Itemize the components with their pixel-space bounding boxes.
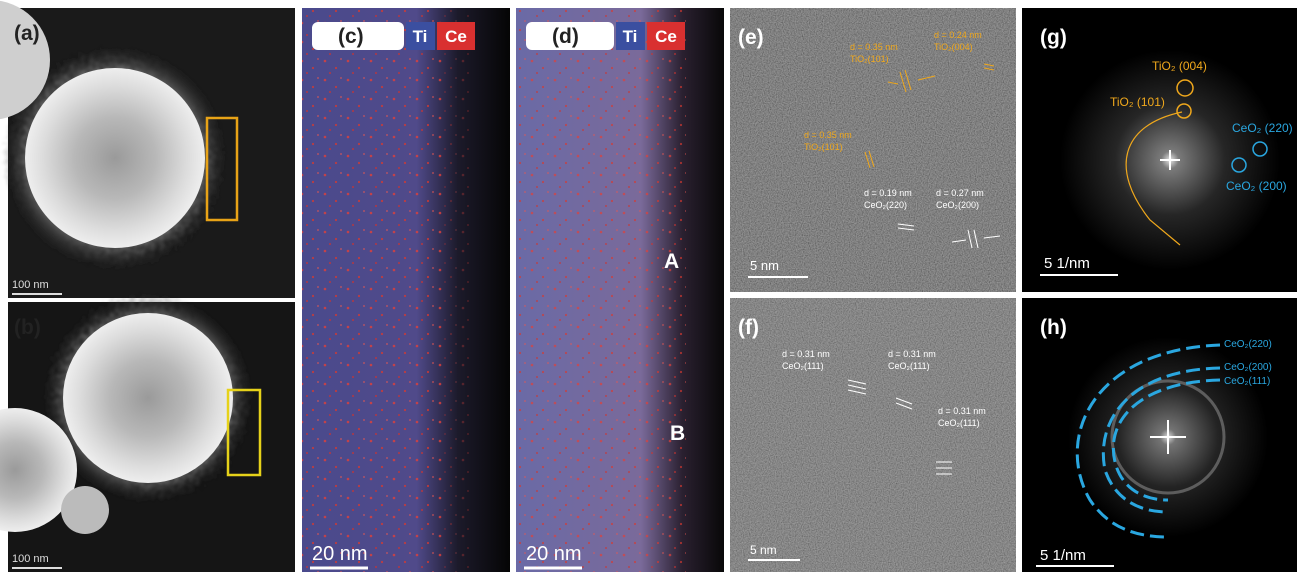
- figure: (a) 100 nm (b) 100 nm Ti Ce (c) 20 nm Ti…: [0, 0, 1303, 575]
- d-spacing: d = 0.19 nm: [864, 188, 912, 198]
- d-spacing: d = 0.31 nm: [782, 349, 830, 359]
- d-spacing: d = 0.24 nm: [934, 30, 982, 40]
- lattice-plane: TiO₂(004): [934, 42, 973, 52]
- panel-label: (f): [738, 316, 759, 339]
- panel-label: (d): [552, 25, 579, 48]
- panel-label: (e): [738, 26, 764, 49]
- panel-h: (h) CeO₂(220) CeO₂(200) CeO₂(111) 5 1/nm: [1022, 298, 1297, 572]
- spot-label: CeO₂ (220): [1232, 121, 1293, 135]
- scale-bar-label: 5 1/nm: [1040, 547, 1086, 564]
- lattice-plane: CeO₂(111): [888, 361, 930, 371]
- d-spacing: d = 0.35 nm: [804, 130, 852, 140]
- spot-label: TiO₂ (101): [1110, 95, 1165, 109]
- scale-bar-label: 20 nm: [312, 543, 368, 565]
- lattice-plane: TiO₂(101): [804, 142, 843, 152]
- ring-label: CeO₂(200): [1224, 362, 1272, 373]
- scale-bar-label: 100 nm: [12, 553, 49, 565]
- legend-label: Ti: [623, 27, 638, 46]
- lattice-plane: CeO₂(200): [936, 200, 979, 210]
- lattice-plane: CeO₂(220): [864, 200, 907, 210]
- panel-f: (f) d = 0.31 nm CeO₂(111) d = 0.31 nm Ce…: [730, 298, 1016, 572]
- d-spacing: d = 0.27 nm: [936, 188, 984, 198]
- lattice-plane: TiO₂(101): [850, 54, 889, 64]
- panel-d: Ti Ce (d) A B 20 nm: [516, 8, 724, 572]
- panel-label: (a): [14, 22, 40, 45]
- scale-bar-label: 5 1/nm: [1044, 255, 1090, 272]
- scale-bar-label: 20 nm: [526, 543, 582, 565]
- ring-label: CeO₂(111): [1224, 376, 1270, 387]
- d-spacing: d = 0.31 nm: [938, 406, 986, 416]
- region-label: B: [670, 422, 685, 445]
- legend-label: Ce: [445, 27, 467, 46]
- panel-label: (h): [1040, 316, 1067, 339]
- lattice-plane: CeO₂(111): [938, 418, 980, 428]
- legend-label: Ce: [655, 27, 677, 46]
- panel-a: (a) 100 nm: [0, 0, 295, 298]
- spot-label: TiO₂ (004): [1152, 59, 1207, 73]
- panel-label: (g): [1040, 26, 1067, 49]
- panel-c: Ti Ce (c) 20 nm: [302, 8, 510, 572]
- panel-g: (g) TiO₂ (004) TiO₂ (101) CeO₂ (220) CeO…: [1022, 8, 1297, 292]
- ring-label: CeO₂(220): [1224, 339, 1272, 350]
- d-spacing: d = 0.35 nm: [850, 42, 898, 52]
- panel-e: (e) d = 0.35 nm TiO₂(101) d = 0.24 nm Ti…: [730, 8, 1016, 292]
- lattice-plane: CeO₂(111): [782, 361, 824, 371]
- panel-label: (b): [14, 316, 41, 339]
- d-spacing: d = 0.31 nm: [888, 349, 936, 359]
- panel-label: (c): [338, 25, 364, 48]
- legend-label: Ti: [413, 27, 428, 46]
- scale-bar-label: 100 nm: [12, 279, 49, 291]
- scale-bar-label: 5 nm: [750, 543, 777, 557]
- panel-b: (b) 100 nm: [0, 293, 295, 572]
- scale-bar-label: 5 nm: [750, 258, 779, 273]
- region-label: A: [664, 250, 679, 273]
- spot-label: CeO₂ (200): [1226, 179, 1287, 193]
